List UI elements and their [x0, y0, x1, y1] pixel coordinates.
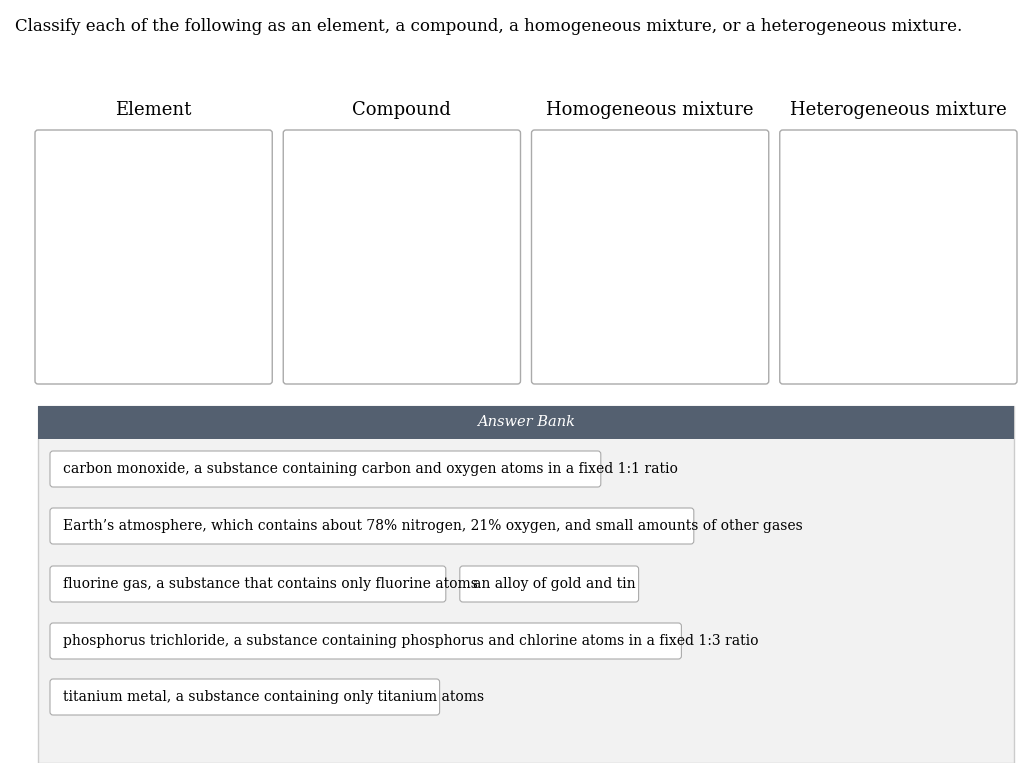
FancyBboxPatch shape — [50, 566, 445, 602]
FancyBboxPatch shape — [50, 679, 439, 715]
FancyBboxPatch shape — [50, 508, 694, 544]
FancyBboxPatch shape — [779, 130, 1017, 384]
Text: fluorine gas, a substance that contains only fluorine atoms: fluorine gas, a substance that contains … — [63, 577, 478, 591]
Text: phosphorus trichloride, a substance containing phosphorus and chlorine atoms in : phosphorus trichloride, a substance cont… — [63, 634, 759, 648]
FancyBboxPatch shape — [50, 451, 601, 487]
FancyBboxPatch shape — [35, 130, 272, 384]
FancyBboxPatch shape — [50, 623, 681, 659]
Text: Homogeneous mixture: Homogeneous mixture — [547, 101, 754, 119]
Text: Element: Element — [116, 101, 191, 119]
FancyBboxPatch shape — [531, 130, 769, 384]
Bar — [38, 406, 1014, 439]
Text: Answer Bank: Answer Bank — [477, 416, 575, 430]
Bar — [38, 406, 1014, 763]
Text: an alloy of gold and tin: an alloy of gold and tin — [473, 577, 636, 591]
Text: titanium metal, a substance containing only titanium atoms: titanium metal, a substance containing o… — [63, 690, 484, 704]
Text: Compound: Compound — [352, 101, 452, 119]
Text: Classify each of the following as an element, a compound, a homogeneous mixture,: Classify each of the following as an ele… — [15, 18, 963, 35]
Text: Earth’s atmosphere, which contains about 78% nitrogen, 21% oxygen, and small amo: Earth’s atmosphere, which contains about… — [63, 519, 803, 533]
Text: Heterogeneous mixture: Heterogeneous mixture — [790, 101, 1007, 119]
FancyBboxPatch shape — [460, 566, 639, 602]
Text: carbon monoxide, a substance containing carbon and oxygen atoms in a fixed 1:1 r: carbon monoxide, a substance containing … — [63, 462, 678, 476]
FancyBboxPatch shape — [284, 130, 520, 384]
